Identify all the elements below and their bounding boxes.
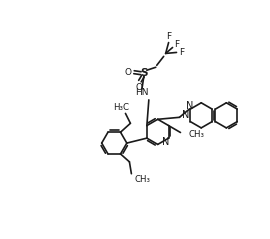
Text: CH₃: CH₃ [188,130,204,139]
Text: CH₃: CH₃ [134,175,150,184]
Text: H₃C: H₃C [114,103,130,112]
Text: F: F [166,32,171,41]
Text: S: S [140,68,148,78]
Text: F: F [179,48,184,57]
Text: O: O [136,82,143,92]
Text: N: N [186,101,193,111]
Text: F: F [174,40,179,49]
Text: HN: HN [135,88,149,98]
Text: N: N [182,110,189,120]
Text: O: O [124,68,131,77]
Text: N: N [162,137,169,147]
